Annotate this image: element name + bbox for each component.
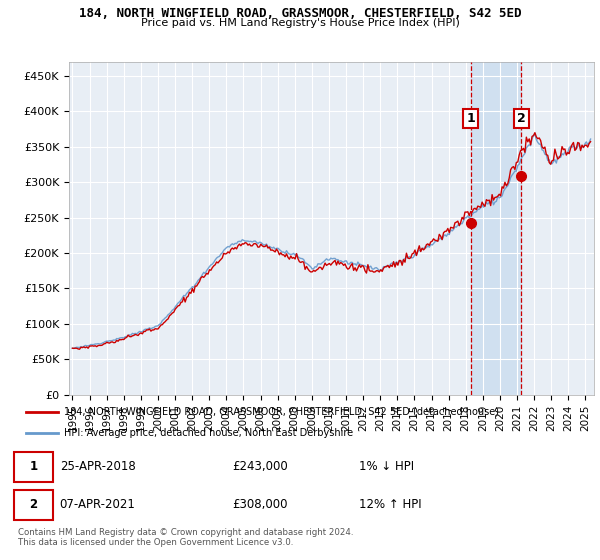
Text: £308,000: £308,000 [233, 498, 288, 511]
FancyBboxPatch shape [14, 489, 53, 520]
Text: £243,000: £243,000 [233, 460, 289, 473]
Text: 184, NORTH WINGFIELD ROAD, GRASSMOOR, CHESTERFIELD, S42 5ED (detached house): 184, NORTH WINGFIELD ROAD, GRASSMOOR, CH… [64, 407, 499, 417]
Text: 1: 1 [29, 460, 37, 473]
FancyBboxPatch shape [14, 452, 53, 482]
Bar [471, 62, 521, 395]
Text: 07-APR-2021: 07-APR-2021 [59, 498, 136, 511]
Text: Contains HM Land Registry data © Crown copyright and database right 2024.
This d: Contains HM Land Registry data © Crown c… [18, 528, 353, 547]
Text: 2: 2 [517, 112, 526, 125]
Text: 25-APR-2018: 25-APR-2018 [59, 460, 136, 473]
Text: 2: 2 [29, 498, 37, 511]
Text: 1% ↓ HPI: 1% ↓ HPI [359, 460, 414, 473]
Text: 184, NORTH WINGFIELD ROAD, GRASSMOOR, CHESTERFIELD, S42 5ED: 184, NORTH WINGFIELD ROAD, GRASSMOOR, CH… [79, 7, 521, 20]
Text: 1: 1 [466, 112, 475, 125]
Text: Price paid vs. HM Land Registry's House Price Index (HPI): Price paid vs. HM Land Registry's House … [140, 18, 460, 29]
Text: 12% ↑ HPI: 12% ↑ HPI [359, 498, 421, 511]
Text: HPI: Average price, detached house, North East Derbyshire: HPI: Average price, detached house, Nort… [64, 428, 353, 438]
